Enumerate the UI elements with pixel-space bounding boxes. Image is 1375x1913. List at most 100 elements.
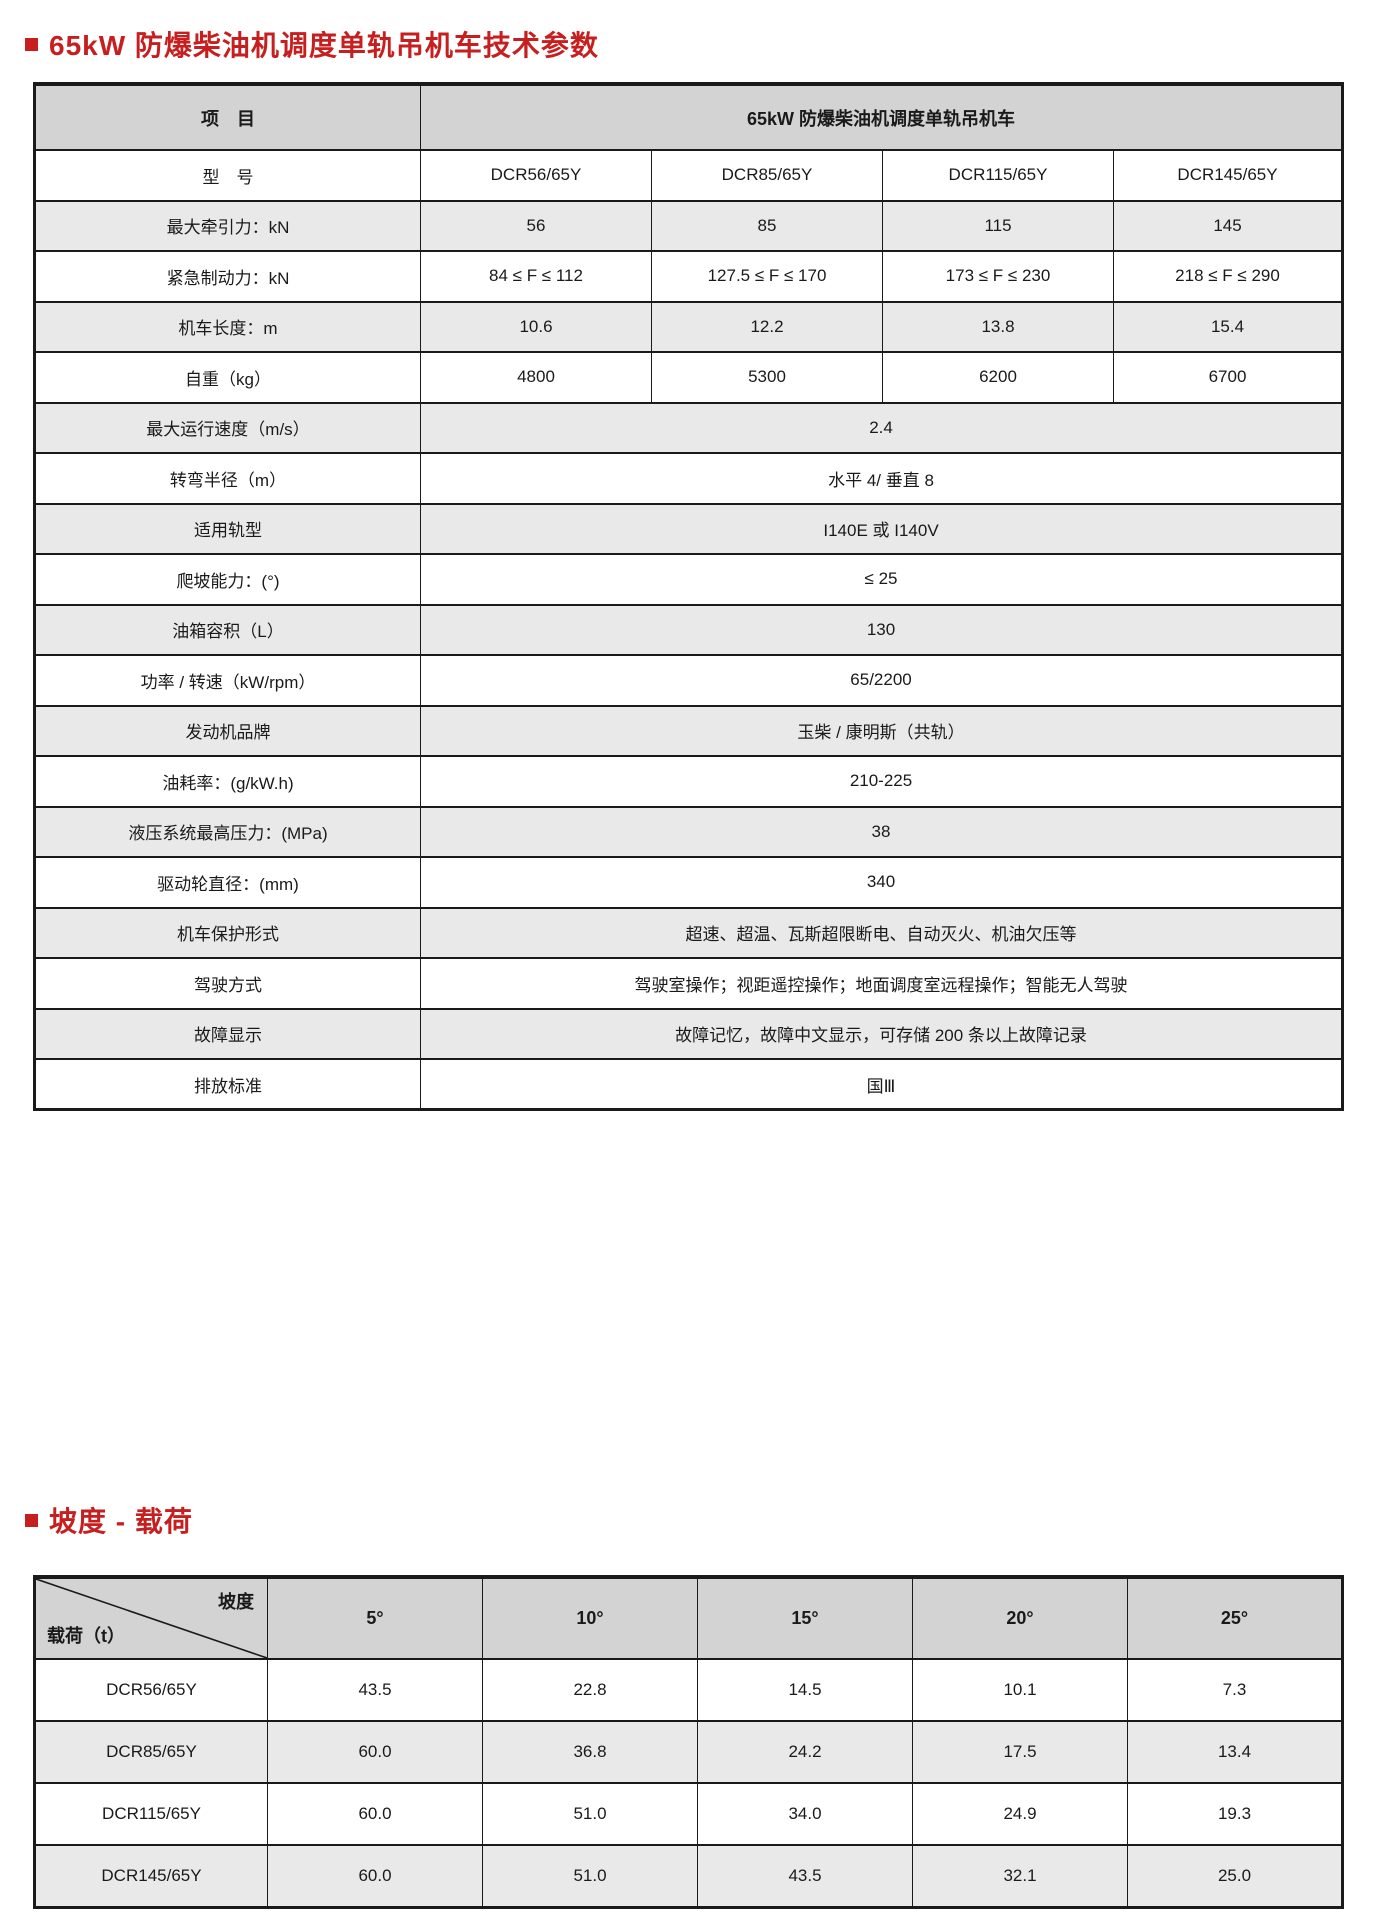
spec-cell: DCR115/65Y: [882, 149, 1114, 202]
load-row-model: DCR115/65Y: [34, 1782, 268, 1846]
spec-row-drive-wheel: 驱动轮直径：(mm) 340: [34, 856, 1344, 909]
spec-row-emission: 排放标准 国Ⅲ: [34, 1058, 1344, 1111]
spec-row-label: 最大运行速度（m/s）: [34, 401, 421, 454]
load-row-model: DCR56/65Y: [34, 1658, 268, 1722]
load-col-header: 20°: [912, 1576, 1128, 1660]
load-cell: 24.9: [912, 1782, 1128, 1846]
spec-row-label: 驱动轮直径：(mm): [34, 856, 421, 909]
spec-cell: 340: [419, 856, 1344, 909]
load-row-model: DCR145/65Y: [34, 1844, 268, 1908]
load-cell: 32.1: [912, 1844, 1128, 1908]
spec-row-label: 机车长度：m: [34, 300, 421, 353]
spec-cell: 6700: [1112, 351, 1344, 404]
spec-cell: DCR85/65Y: [651, 149, 883, 202]
spec-row-power-rpm: 功率 / 转速（kW/rpm） 65/2200: [34, 654, 1344, 707]
spec-row-label: 型 号: [34, 149, 421, 202]
spec-cell: 145: [1112, 199, 1344, 252]
load-cell: 24.2: [697, 1720, 913, 1784]
spec-row-fuel-consumption: 油耗率：(g/kW.h) 210-225: [34, 755, 1344, 808]
load-col-header: 25°: [1127, 1576, 1343, 1660]
spec-section-title: 65kW 防爆柴油机调度单轨吊机车技术参数: [25, 24, 599, 64]
spec-cell: 130: [419, 603, 1344, 656]
load-row-dcr115: DCR115/65Y 60.0 51.0 34.0 24.9 19.3: [34, 1782, 1343, 1846]
load-cell: 60.0: [267, 1782, 483, 1846]
spec-row-label: 适用轨型: [34, 502, 421, 555]
spec-cell: I140E 或 I140V: [419, 502, 1344, 555]
load-cell: 19.3: [1127, 1782, 1343, 1846]
load-cell: 10.1: [912, 1658, 1128, 1722]
spec-row-label: 机车保护形式: [34, 906, 421, 959]
spec-row-label: 油箱容积（L）: [34, 603, 421, 656]
spec-cell: 65/2200: [419, 654, 1344, 707]
load-cell: 7.3: [1127, 1658, 1343, 1722]
spec-row-rail-type: 适用轨型 I140E 或 I140V: [34, 502, 1344, 555]
spec-cell: 6200: [882, 351, 1114, 404]
spec-cell: 56: [420, 199, 652, 252]
spec-row-label: 驾驶方式: [34, 957, 421, 1010]
spec-cell: 故障记忆，故障中文显示，可存储 200 条以上故障记录: [419, 1007, 1344, 1060]
red-square-bullet-icon: [25, 37, 38, 51]
load-cell: 43.5: [697, 1844, 913, 1908]
load-cell: 14.5: [697, 1658, 913, 1722]
spec-cell: 84 ≤ F ≤ 112: [420, 250, 652, 303]
spec-row-label: 油耗率：(g/kW.h): [34, 755, 421, 808]
spec-cell: 水平 4/ 垂直 8: [419, 452, 1344, 505]
spec-row-driving-mode: 驾驶方式 驾驶室操作；视距遥控操作；地面调度室远程操作；智能无人驾驶: [34, 957, 1344, 1010]
spec-header-row: 项 目 65kW 防爆柴油机调度单轨吊机车: [34, 83, 1344, 151]
load-cell: 60.0: [267, 1844, 483, 1908]
load-table: 坡度 载荷（t） 5° 10° 15° 20° 25° DCR56/65Y 43…: [33, 1575, 1344, 1909]
spec-table: 项 目 65kW 防爆柴油机调度单轨吊机车 型 号 DCR56/65Y DCR8…: [33, 82, 1345, 1111]
spec-cell: 5300: [651, 351, 883, 404]
spec-row-label: 最大牵引力：kN: [34, 199, 421, 252]
spec-row-label: 发动机品牌: [34, 704, 421, 757]
spec-row-length: 机车长度：m 10.6 12.2 13.8 15.4: [34, 300, 1344, 353]
load-cell: 60.0: [267, 1720, 483, 1784]
diagonal-divider-icon: [36, 1579, 267, 1658]
load-cell: 51.0: [482, 1782, 698, 1846]
load-cell: 17.5: [912, 1720, 1128, 1784]
load-col-header: 10°: [482, 1576, 698, 1660]
load-row-dcr85: DCR85/65Y 60.0 36.8 24.2 17.5 13.4: [34, 1720, 1343, 1784]
spec-cell: 驾驶室操作；视距遥控操作；地面调度室远程操作；智能无人驾驶: [419, 957, 1344, 1010]
spec-cell: 10.6: [420, 300, 652, 353]
spec-row-turn-radius: 转弯半径（m） 水平 4/ 垂直 8: [34, 452, 1344, 505]
spec-section-title-text: 65kW 防爆柴油机调度单轨吊机车技术参数: [49, 30, 599, 61]
spec-row-traction: 最大牵引力：kN 56 85 115 145: [34, 199, 1344, 252]
spec-row-protection: 机车保护形式 超速、超温、瓦斯超限断电、自动灭火、机油欠压等: [34, 906, 1344, 959]
spec-row-fuel-tank: 油箱容积（L） 130: [34, 603, 1344, 656]
spec-row-fault-display: 故障显示 故障记忆，故障中文显示，可存储 200 条以上故障记录: [34, 1007, 1344, 1060]
spec-cell: 173 ≤ F ≤ 230: [882, 250, 1114, 303]
load-cell: 22.8: [482, 1658, 698, 1722]
load-cell: 43.5: [267, 1658, 483, 1722]
spec-cell: 12.2: [651, 300, 883, 353]
load-col-header: 5°: [267, 1576, 483, 1660]
load-row-model: DCR85/65Y: [34, 1720, 268, 1784]
spec-cell: 玉柴 / 康明斯（共轨）: [419, 704, 1344, 757]
load-cell: 51.0: [482, 1844, 698, 1908]
spec-cell: 15.4: [1112, 300, 1344, 353]
spec-row-label: 紧急制动力：kN: [34, 250, 421, 303]
spec-cell: DCR145/65Y: [1112, 149, 1344, 202]
spec-cell: 国Ⅲ: [419, 1058, 1344, 1111]
spec-row-label: 功率 / 转速（kW/rpm）: [34, 654, 421, 707]
spec-row-max-speed: 最大运行速度（m/s） 2.4: [34, 401, 1344, 454]
spec-row-label: 自重（kg）: [34, 351, 421, 404]
load-corner-load-label: 载荷（t）: [47, 1626, 125, 1646]
spec-cell: ≤ 25: [419, 553, 1344, 606]
spec-cell: 85: [651, 199, 883, 252]
spec-cell: 13.8: [882, 300, 1114, 353]
red-square-bullet-icon: [25, 1513, 38, 1527]
load-cell: 36.8: [482, 1720, 698, 1784]
spec-corner-header: 项 目: [34, 83, 421, 151]
load-col-header: 15°: [697, 1576, 913, 1660]
spec-row-label: 故障显示: [34, 1007, 421, 1060]
load-section-title-text: 坡度 - 载荷: [49, 1506, 193, 1537]
load-cell: 25.0: [1127, 1844, 1343, 1908]
spec-row-label: 转弯半径（m）: [34, 452, 421, 505]
load-cell: 34.0: [697, 1782, 913, 1846]
load-corner-header: 坡度 载荷（t）: [34, 1576, 268, 1660]
spec-cell: 38: [419, 805, 1344, 858]
spec-cell: 127.5 ≤ F ≤ 170: [651, 250, 883, 303]
spec-cell: 115: [882, 199, 1114, 252]
